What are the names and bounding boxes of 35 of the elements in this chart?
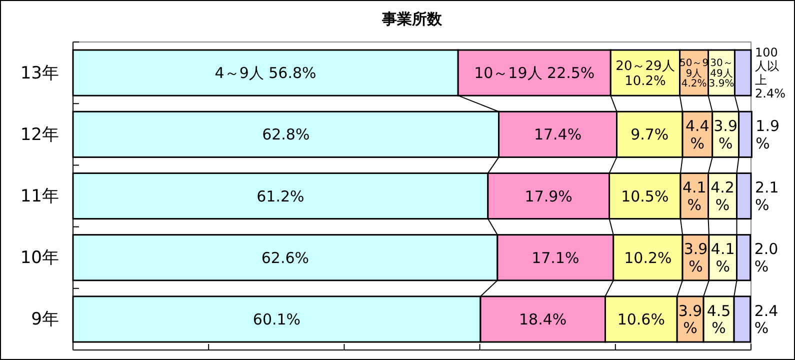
data-label: 18.4% <box>519 310 567 328</box>
data-label: 4.2% <box>710 178 734 214</box>
data-label: 20～29人 10.2% <box>616 58 675 89</box>
data-label: 62.6% <box>261 248 310 267</box>
y-tick-label: 11年 <box>20 186 59 206</box>
data-label: 2.1% <box>755 178 779 214</box>
data-label: 2.4% <box>754 302 778 338</box>
data-label: 17.4% <box>534 126 582 144</box>
data-label: 3.9% <box>678 302 702 338</box>
data-label: 4.1% <box>710 240 735 276</box>
y-tick-label: 10年 <box>20 248 59 268</box>
data-label: 100人以上 2.4% <box>755 45 786 101</box>
data-label: 1.9% <box>756 117 780 152</box>
data-label: 3.9% <box>714 117 738 152</box>
chart-title: 事業所数 <box>381 10 443 28</box>
data-label: 4～9人 56.8% <box>214 64 316 82</box>
y-tick-label: 9年 <box>31 310 59 330</box>
data-label: 17.9% <box>524 187 572 206</box>
data-label: 60.1% <box>252 310 301 328</box>
data-label: 2.0% <box>754 240 778 276</box>
y-tick-label: 12年 <box>20 124 59 145</box>
data-label: 4.1% <box>682 178 706 214</box>
data-label: 61.2% <box>256 187 304 206</box>
data-label: 10.5% <box>621 187 669 206</box>
data-label: 10～19人 22.5% <box>474 64 595 82</box>
data-label: 10.6% <box>617 310 665 328</box>
data-label: 3.9% <box>684 240 708 276</box>
data-label: 62.8% <box>262 126 310 144</box>
data-label: 10.2% <box>624 248 672 267</box>
data-label: 4.4% <box>686 117 710 152</box>
data-label: 9.7% <box>630 126 669 144</box>
data-label: 17.1% <box>532 248 580 267</box>
data-label: 30～49人 3.9% <box>708 58 734 90</box>
data-label: 4.5% <box>706 302 731 338</box>
y-tick-label: 13年 <box>20 63 59 84</box>
